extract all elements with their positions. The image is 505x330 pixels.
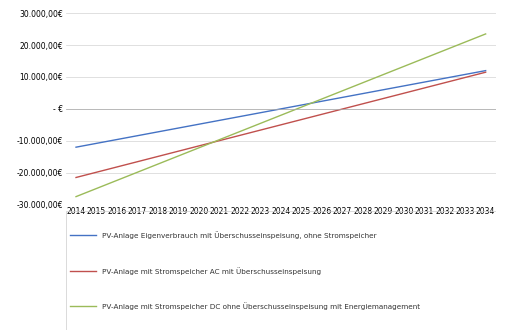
Text: PV-Anlage mit Stromspeicher DC ohne Überschusseinspeisung mit Energiemanagement: PV-Anlage mit Stromspeicher DC ohne Über…: [102, 302, 420, 310]
Text: PV-Anlage Eigenverbrauch mit Überschusseinspeisung, ohne Stromspeicher: PV-Anlage Eigenverbrauch mit Überschusse…: [102, 231, 376, 239]
Text: PV-Anlage mit Stromspeicher AC mit Überschusseinspeisung: PV-Anlage mit Stromspeicher AC mit Übers…: [102, 267, 321, 275]
